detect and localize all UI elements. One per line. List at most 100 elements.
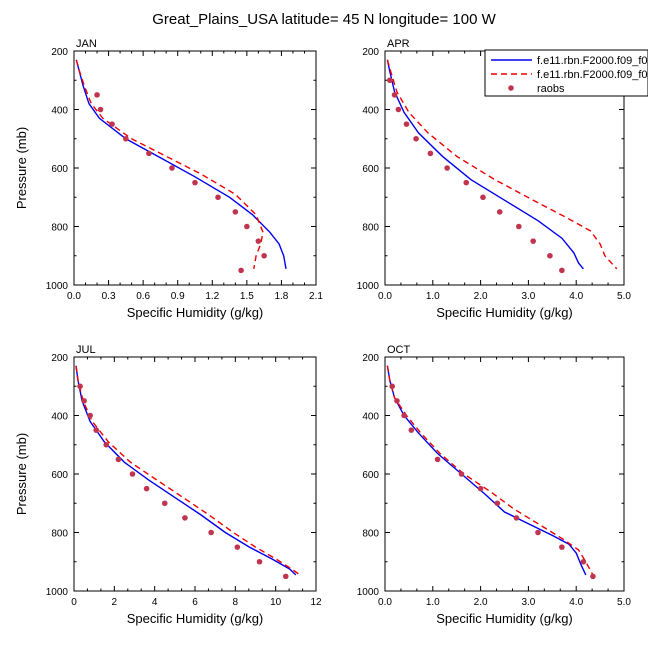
- raobs-point: [427, 150, 434, 157]
- y-tick-label: 200: [51, 47, 68, 58]
- legend: f.e11.rbn.F2000.f09_f0 f.e11.rbn.F2000.f…: [484, 49, 648, 97]
- raobs-point: [395, 106, 402, 113]
- raobs-point: [123, 135, 129, 142]
- raobs-point: [232, 209, 239, 215]
- x-tick-label: 1.2: [205, 291, 219, 302]
- x-tick-label: 4.0: [569, 597, 583, 608]
- x-tick-label: 5.0: [617, 597, 631, 608]
- legend-label-raobs: raobs: [537, 83, 565, 95]
- y-axis-label: Pressure (mb): [14, 127, 29, 209]
- raobs-point: [513, 515, 520, 521]
- series-line-model-1: [386, 365, 587, 576]
- raobs-point: [590, 573, 596, 580]
- legend-label-model-1: f.e11.rbn.F2000.f09_f0: [537, 55, 648, 67]
- y-tick-label: 200: [362, 353, 379, 364]
- x-tick-label: 8: [233, 597, 239, 608]
- x-axis-label: Specific Humidity (g/kg): [436, 611, 573, 626]
- y-tick-label: 600: [51, 164, 68, 175]
- series-line-model-1: [75, 59, 287, 270]
- raobs-point: [389, 383, 395, 390]
- series-line-model-2: [75, 59, 264, 270]
- raobs-point: [234, 544, 241, 550]
- raobs-point: [496, 209, 503, 215]
- raobs-point: [394, 398, 400, 404]
- raobs-point: [87, 412, 93, 419]
- panel-jul: JUL 0 2 4 6 8 10 12 200 400 600 800 1000 Specific Hum…: [14, 344, 322, 626]
- x-tick-label: 6: [192, 597, 198, 608]
- figure-title: Great_Plains_USA latitude= 45 N longitud…: [152, 11, 496, 28]
- y-tick-label: 600: [51, 470, 68, 481]
- raobs-point: [401, 412, 407, 419]
- raobs-point: [463, 179, 470, 186]
- series-line-model-2: [386, 59, 618, 270]
- x-tick-label: 0.9: [171, 291, 185, 302]
- raobs-point: [143, 485, 150, 492]
- panels: JAN 0.0 0.3 0.6 0.9 1.2 1.5 1.8 2.1 200 400 600 800 1…: [14, 38, 631, 626]
- raobs-point: [192, 179, 198, 186]
- series-line-model-1: [386, 59, 584, 270]
- panel-title: APR: [387, 38, 410, 50]
- plot-frame: [73, 356, 317, 592]
- raobs-point: [103, 441, 110, 448]
- raobs-point: [580, 558, 587, 565]
- y-tick-label: 1000: [46, 281, 69, 292]
- raobs-point: [458, 471, 465, 477]
- y-tick-label: 800: [51, 529, 68, 540]
- x-tick-label: 10: [270, 597, 282, 608]
- y-tick-label: 1000: [357, 587, 380, 598]
- x-tick-label: 1.5: [240, 291, 254, 302]
- raobs-point: [559, 544, 565, 550]
- raobs-point: [559, 267, 565, 274]
- x-tick-label: 0.3: [102, 291, 116, 302]
- raobs-point: [516, 223, 522, 230]
- panel-title: JUL: [76, 344, 96, 356]
- legend-label-model-2: f.e11.rbn.F2000.f09_f0: [537, 69, 648, 81]
- raobs-point: [391, 92, 398, 98]
- raobs-point: [146, 150, 152, 157]
- raobs-point: [81, 398, 87, 404]
- raobs-point: [547, 252, 553, 259]
- y-tick-label: 1000: [46, 587, 69, 598]
- x-tick-label: 0.0: [67, 291, 81, 302]
- y-tick-label: 1000: [357, 281, 380, 292]
- x-tick-label: 1.0: [426, 291, 440, 302]
- x-tick-label: 4.0: [569, 291, 583, 302]
- raobs-point: [282, 573, 289, 580]
- x-tick-label: 2.0: [474, 597, 488, 608]
- raobs-point: [434, 456, 441, 463]
- x-tick-label: 3.0: [521, 597, 535, 608]
- y-tick-label: 600: [362, 164, 379, 175]
- x-tick-label: 1.8: [274, 291, 288, 302]
- x-tick-label: 2.1: [309, 291, 323, 302]
- y-tick-label: 800: [362, 529, 379, 540]
- x-axis-label: Specific Humidity (g/kg): [436, 305, 573, 320]
- raobs-point: [444, 165, 450, 171]
- raobs-point: [94, 92, 100, 98]
- y-tick-label: 400: [51, 106, 68, 117]
- raobs-point: [413, 135, 419, 142]
- y-tick-label: 400: [362, 106, 379, 117]
- panel-title: OCT: [387, 344, 411, 356]
- raobs-point: [256, 558, 263, 565]
- raobs-point: [244, 223, 250, 230]
- plot-frame: [384, 356, 625, 592]
- y-tick-label: 400: [51, 412, 68, 423]
- x-axis-label: Specific Humidity (g/kg): [127, 611, 264, 626]
- raobs-point: [480, 194, 486, 201]
- y-tick-label: 800: [51, 223, 68, 234]
- x-tick-label: 1.0: [426, 597, 440, 608]
- raobs-point: [261, 252, 267, 259]
- y-axis-label: Pressure (mb): [14, 433, 29, 515]
- panel-oct: OCT 0.0 1.0 2.0 3.0 4.0 5.0 200 400 600 800 1000 Spe…: [357, 344, 632, 626]
- raobs-point: [115, 456, 122, 463]
- series-line-model-1: [75, 365, 297, 576]
- raobs-point: [386, 77, 393, 84]
- x-tick-label: 0.6: [136, 291, 150, 302]
- x-tick-label: 0.0: [378, 291, 392, 302]
- raobs-point: [215, 194, 221, 201]
- x-tick-label: 12: [310, 597, 322, 608]
- raobs-point: [403, 121, 410, 127]
- panel-apr: APR 0.0 1.0 2.0 3.0 4.0 5.0 200 400 600 800 1000 Spe…: [357, 38, 632, 320]
- y-tick-label: 400: [362, 412, 379, 423]
